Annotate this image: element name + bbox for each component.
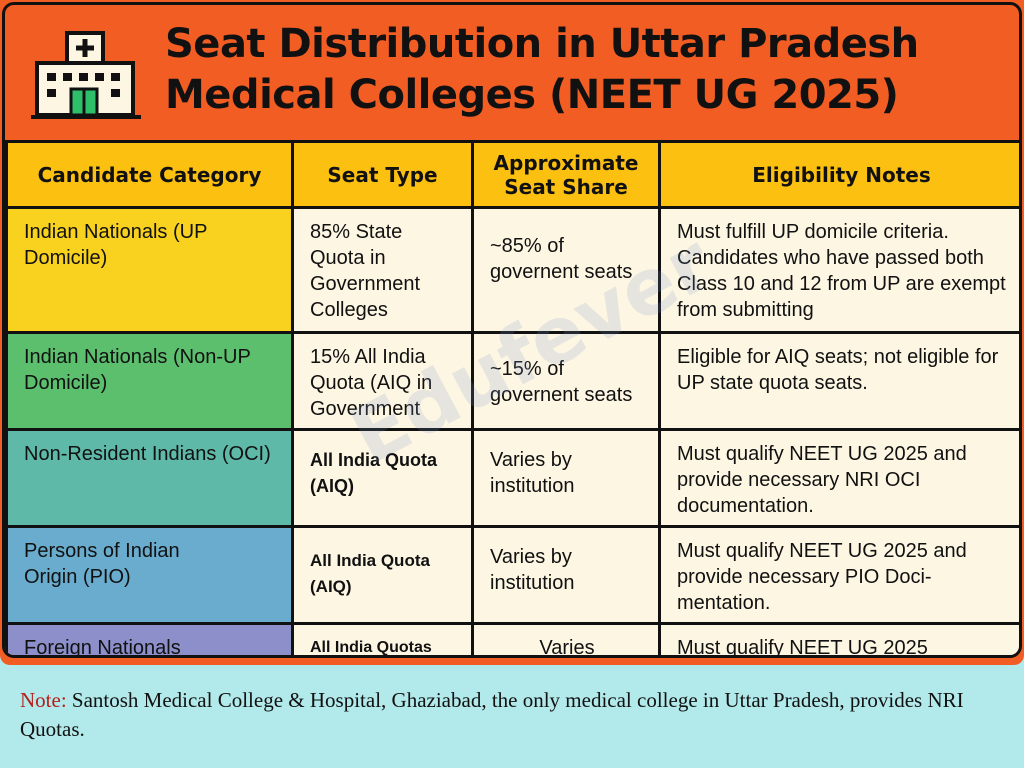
column-header: Seat Type (291, 140, 474, 209)
column-header: Approximate Seat Share (471, 140, 661, 209)
hospital-icon (31, 31, 141, 119)
category-cell: Foreign Nationals (5, 622, 294, 655)
infographic-frame: Seat Distribution in Uttar Pradesh Medic… (0, 0, 1024, 665)
seat-type-cell: 85% State Quota in Government Colleges (291, 206, 474, 334)
page-title: Seat Distribution in Uttar Pradesh Medic… (165, 19, 919, 121)
category-cell: Indian Nationals (UP Domicile) (5, 206, 294, 334)
category-cell: Indian Nationals (Non-UP Domicile) (5, 331, 294, 431)
share-cell: Varies by institution (471, 428, 661, 528)
category-cell: Persons of Indian Origin (PIO) (5, 525, 294, 625)
seat-distribution-table: Candidate Category Seat Type Approximate… (5, 140, 1019, 655)
seat-type-cell: All India Quotas (291, 622, 474, 655)
notes-cell: Must fulfill UP domicile criteria. Candi… (658, 206, 1019, 334)
category-cell: Non-Resident Indians (OCI) (5, 428, 294, 528)
notes-cell: Must qualify NEET UG 2025 and provide ne… (658, 428, 1019, 528)
table-row: Indian Nationals (Non-UP Domicile) 15% A… (5, 331, 1019, 431)
notes-cell: Eligible for AIQ seats; not eligible for… (658, 331, 1019, 431)
share-cell: Varies (471, 622, 661, 655)
share-cell: ~85% of governent seats (471, 206, 661, 334)
table-header-row: Candidate Category Seat Type Approximate… (5, 140, 1019, 209)
table-card: Seat Distribution in Uttar Pradesh Medic… (2, 2, 1022, 658)
seat-type-cell: 15% All India Quota (AIQ in Government (291, 331, 474, 431)
seat-type-cell: All India Quota (AIQ) (291, 525, 474, 625)
footnote: Note: Santosh Medical College & Hospital… (20, 686, 1010, 744)
share-cell: ~15% of governent seats (471, 331, 661, 431)
column-header: Candidate Category (5, 140, 294, 209)
table-row: Foreign Nationals All India Quotas Varie… (5, 622, 1019, 655)
table-row: Non-Resident Indians (OCI) All India Quo… (5, 428, 1019, 528)
column-header: Eligibility Notes (658, 140, 1019, 209)
share-cell: Varies by institution (471, 525, 661, 625)
notes-cell: Must qualify NEET UG 2025 (658, 622, 1019, 655)
title-line-1: Seat Distribution in Uttar Pradesh (165, 21, 919, 67)
table-row: Persons of Indian Origin (PIO) All India… (5, 525, 1019, 625)
notes-cell: Must qualify NEET UG 2025 and provide ne… (658, 525, 1019, 625)
table-row: Indian Nationals (UP Domicile) 85% State… (5, 206, 1019, 334)
note-label: Note: (20, 688, 67, 712)
note-text: Santosh Medical College & Hospital, Ghaz… (20, 688, 964, 741)
title-line-2: Medical Colleges (NEET UG 2025) (165, 72, 899, 118)
seat-type-cell: All India Quota (AIQ) (291, 428, 474, 528)
